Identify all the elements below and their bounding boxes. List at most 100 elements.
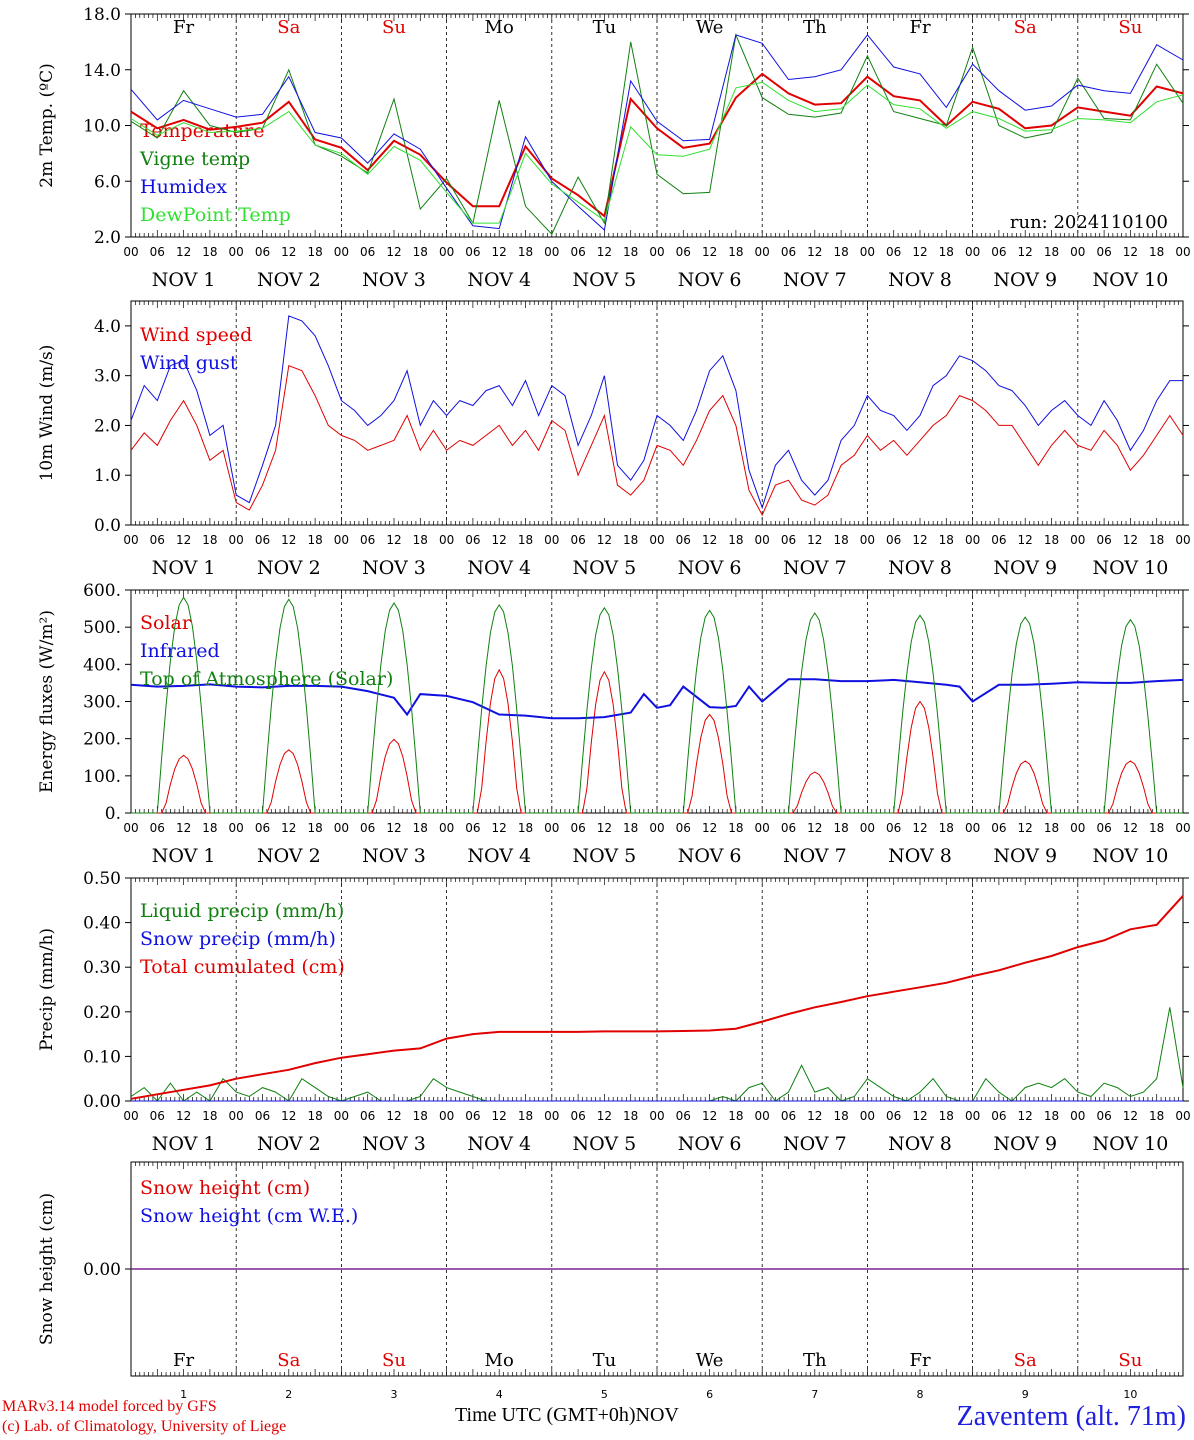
day-abbr: Fr [173,17,194,38]
date-label: NOV 5 [573,269,637,291]
panel-3: 0. 100. 200. 300. 400. 500. 600. Energy fluxes … [37,581,1191,867]
y-tick-label: 0.20 [83,1003,121,1023]
run-label: run: 2024110100 [1010,212,1168,233]
hour-label: 00 [1070,533,1085,547]
hour-label: 12 [807,1109,822,1123]
day-abbr: Fr [909,17,930,38]
hour-label: 12 [702,245,717,259]
hour-label: 18 [1044,533,1059,547]
hour-label: 18 [307,533,322,547]
hour-label: 00 [755,533,770,547]
hour-label: 00 [439,821,454,835]
hour-label: 06 [781,1109,796,1123]
panel-5: 0.00 Snow height (cm) Snow height (cm) Snow… [37,1161,1189,1401]
hour-label: 12 [912,1109,927,1123]
date-label: NOV 6 [678,269,742,291]
hour-label: 06 [1096,821,1111,835]
hour-label: 12 [702,1109,717,1123]
hour-label: 18 [833,821,848,835]
date-label: NOV 8 [888,845,952,867]
hour-label: 06 [886,1109,901,1123]
hour-label: 18 [413,245,428,259]
legend-entry: DewPoint Temp [140,204,291,226]
day-number: 3 [391,1388,398,1401]
date-label: NOV 1 [152,557,216,579]
series-dewpoint-temp [130,81,1184,224]
day-abbr: Fr [173,1350,194,1371]
hour-label: 00 [965,1109,980,1123]
hour-label: 18 [202,533,217,547]
day-abbr: Mo [485,1350,514,1371]
y-tick-label: 14.0 [83,61,121,81]
y-tick-label: 0.00 [83,1092,121,1112]
date-label: NOV 9 [993,269,1057,291]
hour-label: 18 [413,1109,428,1123]
hour-label: 00 [1070,245,1085,259]
hour-label: 18 [623,1109,638,1123]
hour-label: 06 [781,533,796,547]
legend-entry: Humidex [140,176,227,198]
hour-label: 12 [597,1109,612,1123]
hour-label: 12 [597,245,612,259]
hour-label: 12 [1018,1109,1033,1123]
hour-label: 12 [492,821,507,835]
legend-entry: Top of Atmosphere (Solar) [140,668,393,690]
panel-frame [130,300,1184,526]
hour-label: 06 [991,821,1006,835]
hour-label: 12 [386,533,401,547]
date-label: NOV 2 [257,845,321,867]
hour-label: 00 [544,821,559,835]
legend-entry: Infrared [140,640,220,662]
hour-label: 18 [623,245,638,259]
hour-label: 12 [1123,1109,1138,1123]
hour-label: 18 [202,1109,217,1123]
hour-label: 06 [781,245,796,259]
hour-label: 00 [544,533,559,547]
day-number: 6 [706,1388,713,1401]
hour-label: 18 [1149,245,1164,259]
hour-label: 00 [544,1109,559,1123]
hour-label: 00 [860,1109,875,1123]
day-abbr: Sa [277,17,300,38]
date-label: NOV 4 [467,557,531,579]
hour-label: 18 [728,245,743,259]
hour-label: 00 [1070,1109,1085,1123]
date-label: NOV 2 [257,557,321,579]
hour-label: 00 [334,1109,349,1123]
hour-label: 06 [465,533,480,547]
date-label: NOV 2 [257,1133,321,1155]
series-temperature [130,72,1184,218]
hour-label: 18 [1149,1109,1164,1123]
legend-entry: Liquid precip (mm/h) [140,900,344,922]
hour-label: 18 [413,533,428,547]
date-label: NOV 10 [1092,1133,1168,1155]
date-label: NOV 5 [573,557,637,579]
hour-label: 06 [360,821,375,835]
hour-label: 06 [150,245,165,259]
y-tick-label: 6.0 [94,172,121,192]
day-abbr: Sa [1014,17,1037,38]
hour-label: 06 [255,821,270,835]
y-tick-label: 0.10 [83,1047,121,1067]
hour-label: 06 [360,245,375,259]
hour-label: 18 [623,533,638,547]
hour-label: 12 [281,821,296,835]
y-tick-label: 100. [83,767,121,787]
hour-label: 06 [1096,245,1111,259]
y-tick-label: 18.0 [83,5,121,25]
date-label: NOV 5 [573,1133,637,1155]
hour-label: 12 [1018,533,1033,547]
date-label: NOV 7 [783,269,847,291]
legend-entry: Snow height (cm W.E.) [140,1205,358,1227]
hour-label: 12 [176,821,191,835]
hour-label: 18 [518,245,533,259]
hour-label: 18 [833,533,848,547]
hour-label: 06 [255,533,270,547]
hour-label: 00 [123,1109,138,1123]
y-tick-label: 0.40 [83,914,121,934]
date-label: NOV 6 [678,845,742,867]
hour-label: 06 [991,533,1006,547]
y-tick-label: 2.0 [94,416,121,436]
hour-label: 06 [255,1109,270,1123]
